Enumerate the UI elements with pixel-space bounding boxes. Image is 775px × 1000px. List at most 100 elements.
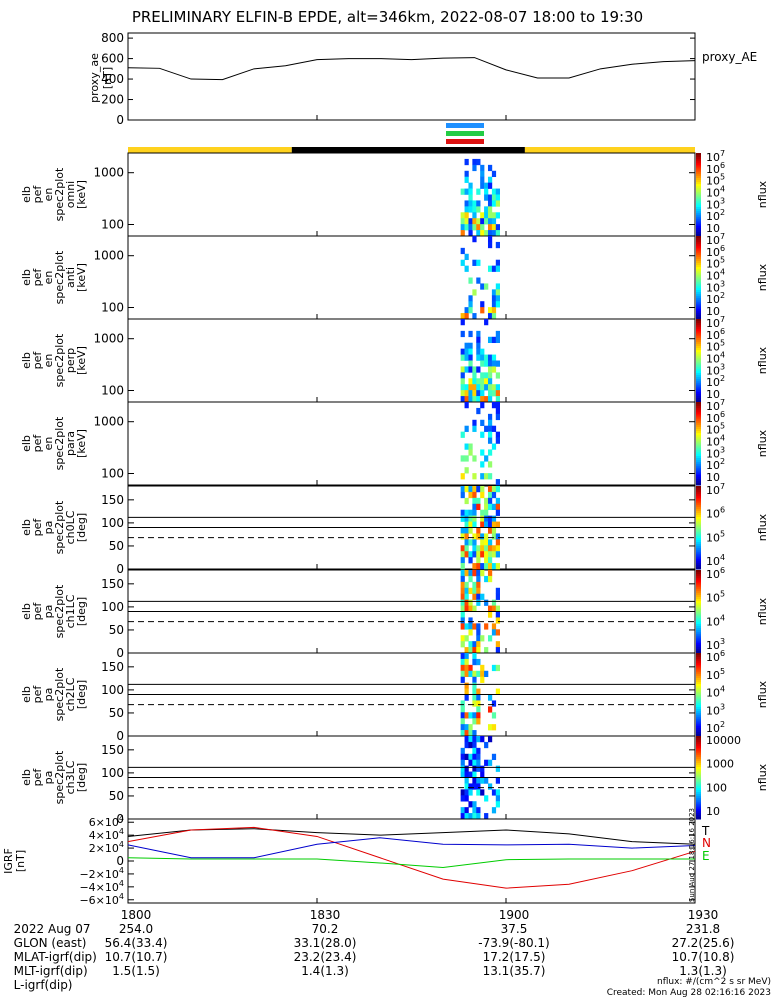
spectrogram-cell (480, 545, 485, 552)
colorbar-segment (696, 502, 701, 506)
colorbar-segment (696, 630, 701, 633)
spectrogram-cell (476, 658, 481, 666)
spectrogram-cell (468, 587, 473, 595)
panel-ylabel: pef (31, 518, 44, 537)
spectrogram-cell (480, 283, 485, 290)
spectrogram-cell (491, 551, 497, 558)
colorbar-segment (696, 482, 701, 486)
spectrogram-cell (491, 753, 497, 761)
spectrogram-cell (487, 491, 493, 499)
spectrogram-cell (476, 551, 481, 558)
spectrogram-cell (491, 664, 497, 672)
spectrogram-cell (487, 390, 493, 397)
spectrogram-cell (472, 224, 477, 231)
spectrogram-cell (487, 182, 493, 189)
spectrogram-cell (464, 765, 469, 772)
spectrogram-cell (495, 283, 500, 290)
colorbar-segment (696, 422, 701, 426)
panel-ylabel: pef (31, 602, 44, 621)
colorbar-segment (696, 779, 701, 783)
colorbar-segment (696, 798, 701, 801)
spectrogram-cell (472, 783, 477, 790)
colorbar-tick-label: 102 (706, 291, 725, 306)
spectrogram-cell (464, 527, 469, 534)
y-tick-label: 600 (101, 52, 124, 66)
spectrogram-cell (464, 224, 469, 231)
spectrogram-cell (476, 218, 481, 225)
spectrogram-cell (484, 533, 489, 540)
spectrogram-cell (460, 581, 465, 589)
colorbar-segment (696, 404, 701, 407)
colorbar-segment (696, 393, 701, 397)
spectrogram-cell (476, 533, 481, 540)
spectrogram-cell (480, 491, 485, 499)
y-tick-label: −2×104 (79, 866, 124, 881)
spectrogram-cell (472, 700, 477, 707)
colorbar-segment (696, 521, 701, 524)
colorbar-segment (696, 570, 701, 573)
colorbar-segment (696, 265, 701, 268)
colorbar-segment (696, 802, 701, 805)
panel-ylabel: [deg] (75, 597, 88, 626)
colorbar-segment (696, 323, 701, 326)
spectrogram-cell (480, 378, 485, 385)
spectrogram-cell (487, 551, 493, 558)
panel-frame (127, 152, 696, 237)
igrf-series-N (127, 826, 696, 889)
spectrogram-cell (476, 718, 481, 725)
colorbar-segment (696, 640, 701, 644)
spectrogram-cell (464, 724, 469, 731)
y-tick-label: 1000 (93, 332, 124, 346)
spectrogram-cell (495, 194, 500, 201)
colorbar-segment (696, 285, 701, 289)
footer-value: 37.5 (500, 922, 528, 936)
spectrogram-cell (480, 230, 485, 237)
spectrogram-cell (464, 158, 469, 166)
spectrogram-cell (484, 545, 489, 552)
spectrogram-cell (468, 182, 473, 189)
spectrogram-panel-pa_ch3 (127, 735, 701, 820)
spectrogram-cell (468, 813, 473, 820)
colorbar-segment (696, 366, 701, 370)
colorbar-segment (696, 435, 701, 438)
spectrogram-cell (460, 670, 465, 678)
spectrogram-cell (487, 635, 493, 642)
spectrogram-cell (487, 313, 493, 320)
colorbar-segment (696, 535, 701, 539)
colorbar-segment (696, 812, 701, 816)
spectrogram-cell (476, 593, 481, 600)
spectrogram-cell (464, 533, 469, 540)
spectrogram-cell (487, 473, 493, 480)
spectrogram-cell (495, 617, 500, 624)
colorbar-segment (696, 519, 701, 522)
spectrogram-cell (460, 473, 465, 480)
colorbar-segment (696, 279, 701, 283)
spectrogram-cell (495, 587, 500, 595)
colorbar-tick-label: 10000 (706, 734, 741, 747)
colorbar-segment (696, 508, 701, 512)
spectrogram-cell (491, 307, 497, 314)
panel-ylabel: spec2plot (53, 500, 66, 554)
colorbar-segment (696, 476, 701, 480)
spectrogram-cell (491, 533, 497, 540)
colorbar-segment (696, 496, 701, 499)
spectrogram-cell (495, 497, 500, 505)
colorbar-segment (696, 777, 701, 781)
spectrogram-cell (484, 623, 489, 630)
footer-value: 27.2(25.6) (671, 936, 735, 950)
spectrogram-cell (491, 545, 497, 552)
spectrogram-cell (468, 443, 473, 450)
colorbar-segment (696, 765, 701, 768)
footer-label: MLAT-igrf(dip) (13, 950, 97, 964)
colorbar-segment (696, 486, 701, 489)
colorbar-segment (696, 190, 701, 193)
colorbar-tick-label: 106 (706, 410, 725, 425)
spectrogram-cell (464, 425, 469, 432)
colorbar-tick-label: 103 (706, 196, 725, 211)
y-tick-label: 100 (101, 516, 124, 530)
spectrogram-cell (480, 360, 485, 367)
colorbar-segment (696, 603, 701, 606)
colorbar-segment (696, 702, 701, 706)
colorbar-label: nflux (756, 513, 769, 541)
spectrogram-cell (484, 509, 489, 516)
